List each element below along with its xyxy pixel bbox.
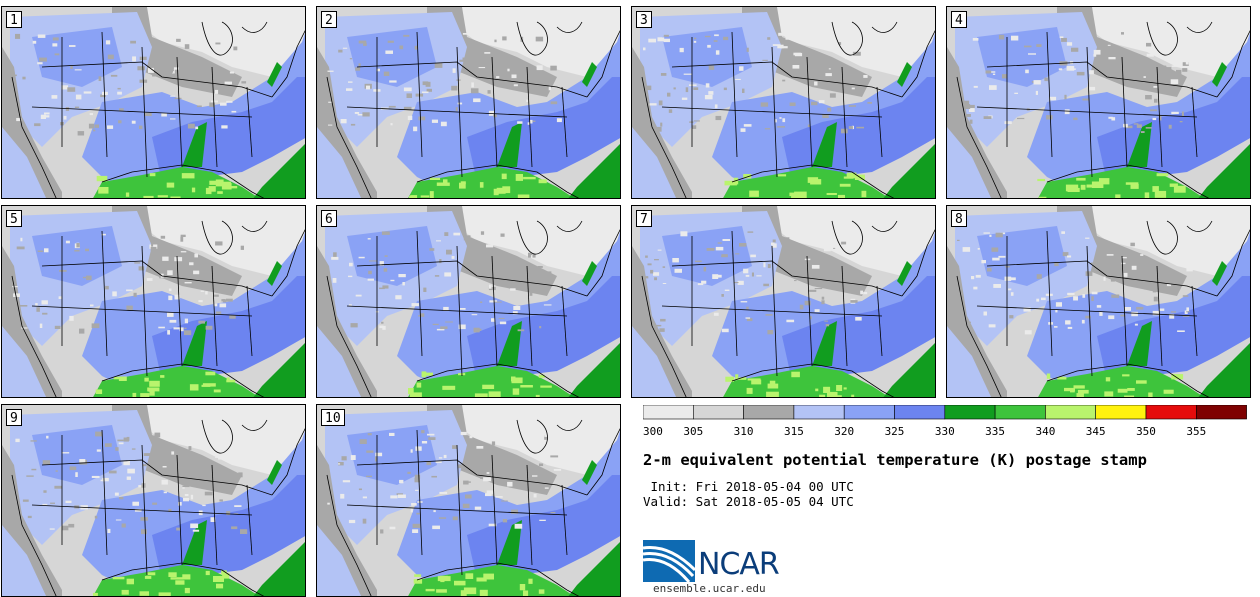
colorbar-swatch	[1195, 405, 1247, 420]
valid-time: Valid: Sat 2018-05-05 04 UTC	[643, 494, 854, 509]
colorbar-tick-label: 355	[1186, 425, 1206, 438]
map-panel: 5	[1, 205, 306, 398]
colorbar-swatch	[793, 405, 845, 420]
colorbar-swatch	[894, 405, 946, 420]
panel-number-label: 4	[951, 11, 967, 28]
init-time: Init: Fri 2018-05-04 00 UTC	[643, 479, 854, 494]
panel-number-label: 3	[636, 11, 652, 28]
colorbar-swatch	[643, 405, 694, 420]
map-panel: 8	[946, 205, 1251, 398]
panel-number-label: 6	[321, 210, 337, 227]
colorbar-tick-label: 320	[834, 425, 854, 438]
colorbar-tick-label: 330	[935, 425, 955, 438]
map-panel: 6	[316, 205, 621, 398]
colorbar-swatch	[692, 405, 744, 420]
colorbar-swatch	[994, 405, 1046, 420]
colorbar-swatch	[843, 405, 895, 420]
colorbar-swatch	[743, 405, 795, 420]
colorbar-tick-label: 315	[784, 425, 804, 438]
colorbar-tick-label: 325	[885, 425, 905, 438]
colorbar-tick-label: 335	[985, 425, 1005, 438]
map-panel: 7	[631, 205, 936, 398]
colorbar-tick-label: 300	[643, 425, 663, 438]
colorbar-tick-label: 310	[734, 425, 754, 438]
map-panel: 4	[946, 6, 1251, 199]
chart-title: 2-m equivalent potential temperature (K)…	[643, 451, 1147, 469]
colorbar-tick-label: 340	[1035, 425, 1055, 438]
map-panel: 10	[316, 404, 621, 597]
colorbar-swatch	[1145, 405, 1197, 420]
colorbar: 300 305 310 315 320 325 330 335 340 345 350 355	[643, 405, 1247, 438]
site-url: ensemble.ucar.edu	[653, 582, 766, 595]
panel-number-label: 7	[636, 210, 652, 227]
colorbar-swatch	[1095, 405, 1147, 420]
panel-number-label: 8	[951, 210, 967, 227]
ncar-logo-icon	[643, 540, 695, 582]
map-panel: 1	[1, 6, 306, 199]
panel-number-label: 9	[6, 409, 22, 426]
colorbar-tick-label: 345	[1086, 425, 1106, 438]
panel-number-label: 2	[321, 11, 337, 28]
panel-number-label: 10	[321, 409, 345, 426]
panel-number-label: 5	[6, 210, 22, 227]
map-panel: 3	[631, 6, 936, 199]
map-panel: 9	[1, 404, 306, 597]
colorbar-tick-label: 350	[1136, 425, 1156, 438]
colorbar-tick-label: 305	[683, 425, 703, 438]
colorbar-swatch	[1045, 405, 1096, 420]
logo-text: NCAR	[698, 547, 780, 582]
map-panel: 2	[316, 6, 621, 199]
panel-number-label: 1	[6, 11, 22, 28]
colorbar-swatch	[944, 405, 996, 420]
